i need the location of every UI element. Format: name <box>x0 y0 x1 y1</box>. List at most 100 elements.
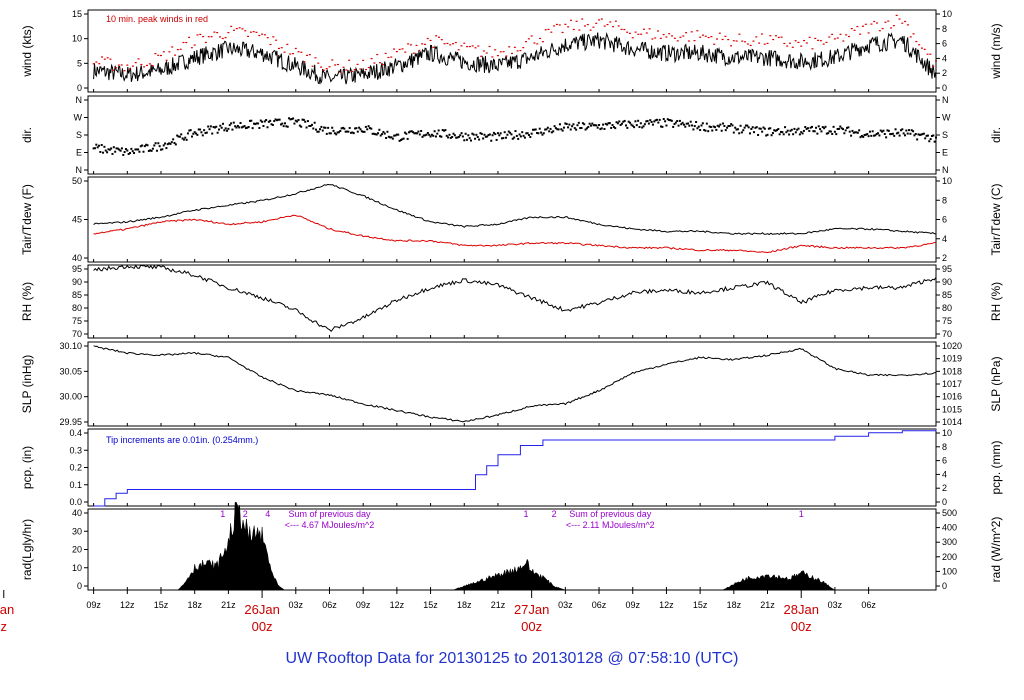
dir-point <box>817 125 820 128</box>
peak-wind-mark <box>704 35 707 37</box>
peak-wind-mark <box>732 40 735 42</box>
x-axis-tick-label: 03z <box>828 600 843 610</box>
peak-wind-mark <box>690 31 693 33</box>
peak-wind-mark <box>123 70 126 72</box>
dir-point <box>670 119 673 122</box>
peak-wind-mark <box>112 69 115 71</box>
peak-wind-mark <box>791 46 794 48</box>
dir-point <box>762 126 765 129</box>
dir-point <box>844 129 847 132</box>
dir-point <box>530 132 533 135</box>
dir-point <box>513 136 516 139</box>
dir-point <box>339 129 342 132</box>
day-hour-label: z <box>1 619 8 634</box>
dir-point <box>143 145 146 148</box>
dir-point <box>406 137 409 140</box>
dir-point <box>705 122 708 125</box>
dir-point <box>584 128 587 131</box>
peak-wind-mark <box>291 52 294 55</box>
dir-point <box>784 126 787 129</box>
peak-wind-mark <box>525 41 528 43</box>
dir-point <box>620 122 623 125</box>
dir-point <box>382 130 385 133</box>
dir-point <box>563 126 566 129</box>
peak-wind-mark <box>300 51 303 53</box>
peak-wind-mark <box>277 47 280 50</box>
dir-point <box>816 132 819 135</box>
humidity-ytick-left-label: 70 <box>72 329 82 339</box>
dir-point <box>451 136 454 139</box>
pressure-ytick-left-label: 29.95 <box>59 417 82 427</box>
x-axis-tick-label: 06z <box>861 600 876 610</box>
dir-point <box>859 136 862 139</box>
peak-wind-mark <box>230 25 233 27</box>
dir-point <box>414 132 417 135</box>
dir-point <box>856 131 859 134</box>
dir-point <box>753 131 756 134</box>
peak-wind-mark <box>578 29 581 31</box>
dir-point <box>511 137 514 140</box>
dir-point <box>677 124 680 127</box>
wind-ytick-right-label: 6 <box>942 39 947 49</box>
peak-wind-mark <box>280 47 283 49</box>
peak-wind-mark <box>418 49 421 52</box>
dir-point <box>465 138 468 141</box>
dir-point <box>743 126 746 129</box>
humidity-ytick-left-label: 80 <box>72 303 82 313</box>
dir-point <box>692 128 695 131</box>
dir-point <box>544 128 547 131</box>
dir-point <box>394 134 397 137</box>
dir-point <box>815 126 818 129</box>
dir-point <box>288 117 291 120</box>
temperature-ytick-left-label: 50 <box>72 176 82 186</box>
peak-wind-mark <box>777 36 780 39</box>
peak-wind-mark <box>679 36 682 38</box>
dir-point <box>835 133 838 136</box>
dir-point <box>877 132 880 135</box>
dir-point <box>902 132 905 135</box>
pressure-series-SLP <box>93 345 937 423</box>
temperature-ylabel-right: Tair/Tdew (C) <box>989 183 1003 255</box>
peak-wind-mark <box>788 42 791 44</box>
dir-point <box>707 130 710 133</box>
dir-point <box>141 144 144 147</box>
precipitation-ytick-left-label: 0.4 <box>69 428 82 438</box>
dir-point <box>436 132 439 135</box>
dir-point <box>397 133 400 136</box>
dir-point <box>355 127 358 130</box>
dir-point <box>317 130 320 133</box>
dir-point <box>118 148 121 151</box>
dir-point <box>651 123 654 126</box>
peak-wind-mark <box>836 37 839 39</box>
dir-point <box>168 142 171 145</box>
radiation-series-rad <box>177 502 836 591</box>
dir-point <box>440 135 443 138</box>
chart-footer-title: UW Rooftop Data for 20130125 to 20130128… <box>285 650 739 667</box>
dir-point <box>806 127 809 130</box>
radiation-ytick-right-label: 0 <box>942 581 947 591</box>
dir-point <box>178 135 181 138</box>
dir-point <box>124 148 127 151</box>
peak-wind-mark <box>508 46 511 48</box>
dir-point <box>664 120 667 123</box>
peak-wind-mark <box>286 43 289 45</box>
dir-point <box>102 151 105 154</box>
dir-point <box>496 132 499 135</box>
dir-point <box>523 136 526 139</box>
x-axis-tick-label: 15z <box>693 600 708 610</box>
dir-point <box>448 133 451 136</box>
dir-point <box>695 120 698 123</box>
x-axis-tick-label: 12z <box>390 600 405 610</box>
peak-wind-mark <box>179 48 182 50</box>
wind-ytick-right-label: 2 <box>942 68 947 78</box>
dir-point <box>324 126 327 129</box>
dir-point <box>106 151 109 154</box>
x-axis-tick-label: 12z <box>659 600 674 610</box>
dir-point <box>542 132 545 135</box>
precipitation-ytick-right-label: 2 <box>942 483 947 493</box>
peak-wind-mark <box>443 43 446 45</box>
dir-point <box>793 127 796 130</box>
dir-point <box>425 133 428 136</box>
peak-wind-mark <box>117 64 120 66</box>
radiation-marker-label: 2 <box>243 509 248 519</box>
